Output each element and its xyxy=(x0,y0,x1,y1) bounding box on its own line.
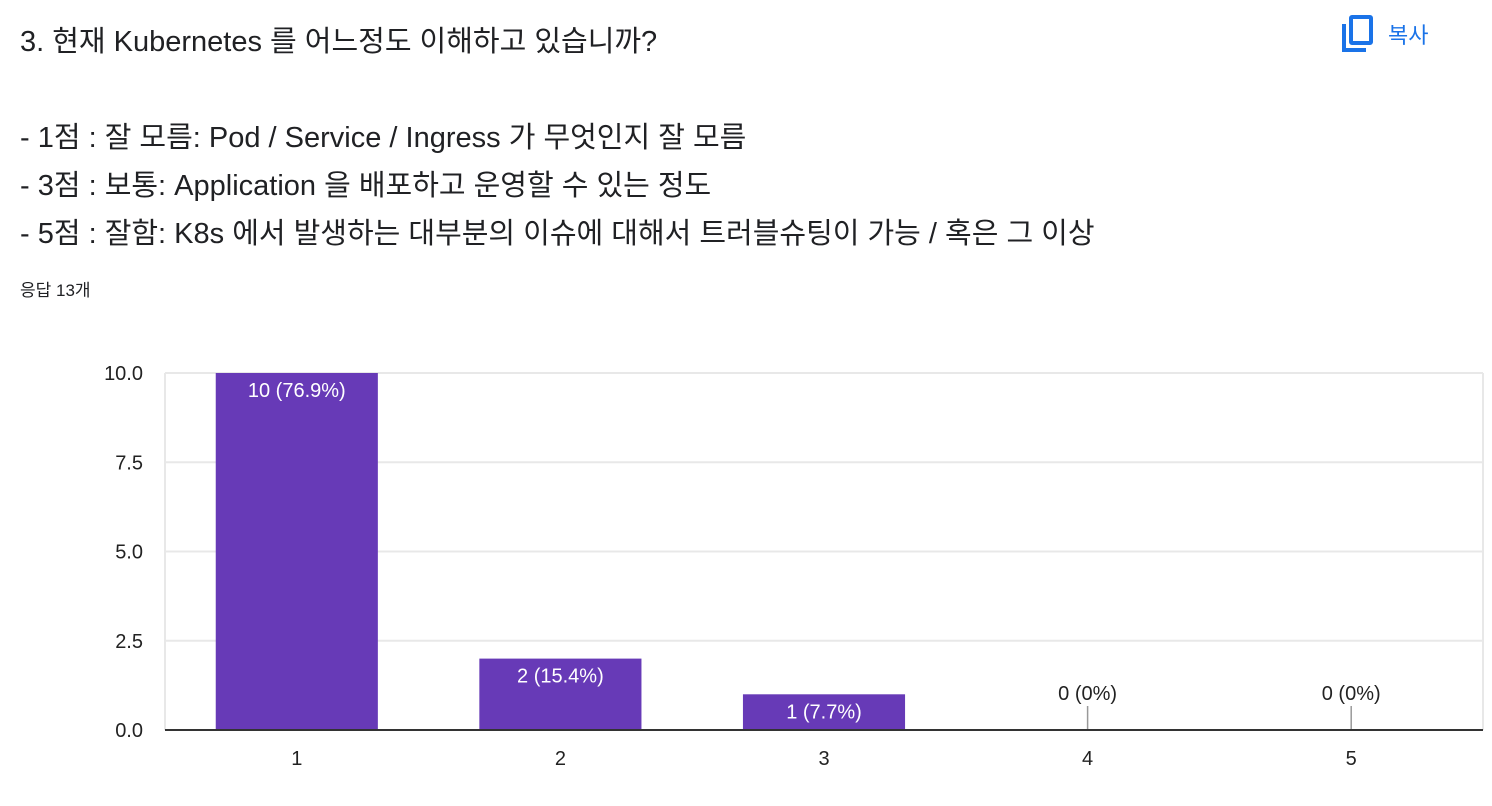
y-tick-label: 10.0 xyxy=(104,363,143,385)
bar-data-label: 1 (7.7%) xyxy=(786,701,862,723)
copy-label: 복사 xyxy=(1388,23,1429,48)
criteria-line-5: - 5점 : 잘함: K8s 에서 발생하는 대부분의 이슈에 대해서 트러블슈… xyxy=(20,218,1095,250)
bar xyxy=(215,373,378,730)
bar-chart: 0.0 2.5 5.0 7.5 10.0 10 (76.9%) 1 2 (15.4%) 2 1 (… xyxy=(104,363,1484,770)
question-spacer xyxy=(20,66,1310,114)
bar xyxy=(742,694,906,730)
x-tick-label: 5 xyxy=(1346,748,1357,770)
y-tick-label: 5.0 xyxy=(115,542,143,564)
bar-data-label: 2 (15.4%) xyxy=(517,666,604,688)
bar xyxy=(479,658,642,730)
response-count: 응답 13개 xyxy=(20,281,91,300)
y-tick-label: 2.5 xyxy=(115,631,143,653)
x-tick-label: 3 xyxy=(818,748,829,770)
x-tick-label: 1 xyxy=(291,748,302,770)
x-tick-label: 2 xyxy=(555,748,566,770)
bar-data-label: 10 (76.9%) xyxy=(248,380,346,402)
copy-icon xyxy=(1340,14,1374,54)
x-tick-label: 4 xyxy=(1082,748,1093,770)
criteria-line-3: - 3점 : 보통: Application 을 배포하고 운영할 수 있는 정… xyxy=(20,170,712,202)
y-tick-label: 0.0 xyxy=(115,720,143,742)
bar-data-label: 0 (0%) xyxy=(1058,683,1117,705)
copy-button[interactable]: 복사 xyxy=(1340,14,1428,54)
criteria-line-1: - 1점 : 잘 모름: Pod / Service / Ingress 가 무… xyxy=(20,122,747,154)
question-text: 3. 현재 Kubernetes 를 어느정도 이해하고 있습니까? - 1점 … xyxy=(20,18,1310,258)
y-tick-label: 7.5 xyxy=(115,452,143,474)
question-title: 3. 현재 Kubernetes 를 어느정도 이해하고 있습니까? xyxy=(20,26,658,58)
bar-data-label: 0 (0%) xyxy=(1322,683,1381,705)
